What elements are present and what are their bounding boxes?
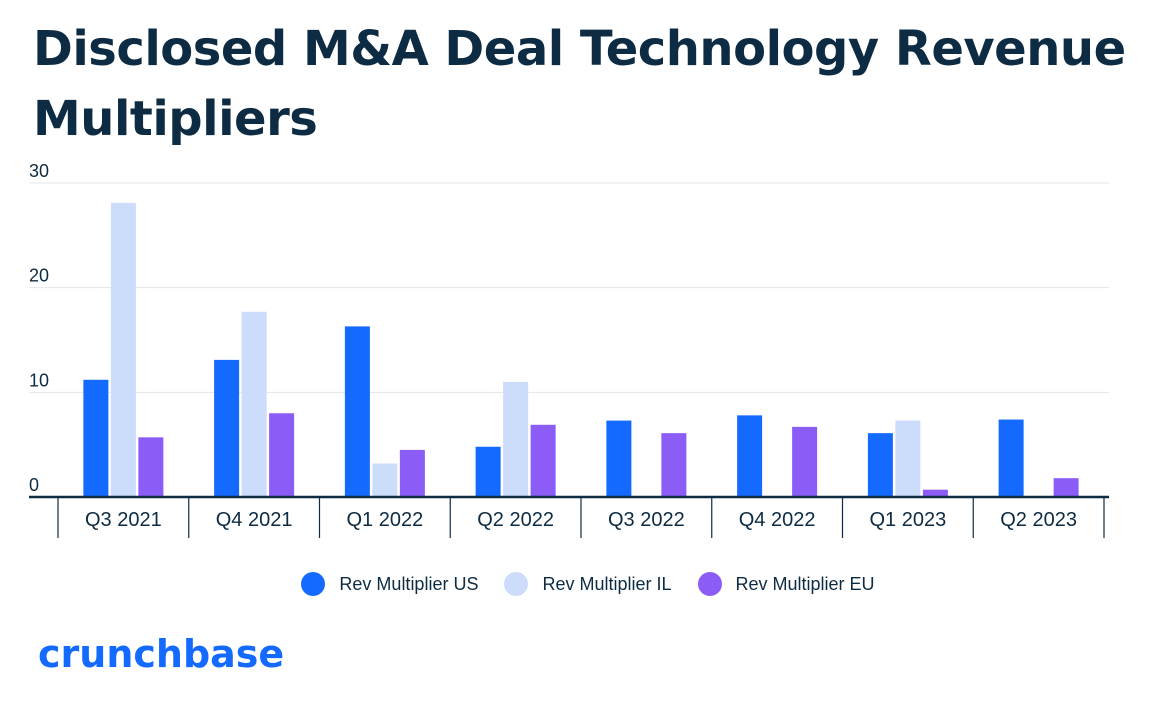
bar[interactable] xyxy=(214,359,240,497)
bar[interactable] xyxy=(895,420,921,497)
legend-item-eu[interactable]: Rev Multiplier EU xyxy=(697,572,875,596)
x-tick-label: Q2 2023 xyxy=(1000,509,1077,531)
legend-label-us: Rev Multiplier US xyxy=(339,573,479,594)
x-axis-ticks: Q3 2021 Q4 2021 Q1 2022 Q2 2022 Q3 2022 Q4 20… xyxy=(57,497,1105,538)
y-axis-ticks: 0 10 20 30 xyxy=(29,161,49,495)
bar[interactable] xyxy=(867,433,893,497)
bar[interactable] xyxy=(241,311,267,497)
bar[interactable] xyxy=(661,433,687,497)
bar[interactable] xyxy=(998,419,1024,497)
legend-label-eu: Rev Multiplier EU xyxy=(735,573,875,594)
y-tick-label: 30 xyxy=(29,161,49,181)
legend-label-il: Rev Multiplier IL xyxy=(542,573,672,594)
y-tick-label: 0 xyxy=(29,475,39,495)
x-tick-label: Q1 2023 xyxy=(870,509,947,531)
bar[interactable] xyxy=(1053,478,1079,497)
bars xyxy=(83,202,1079,498)
bar[interactable] xyxy=(399,449,425,497)
x-tick-label: Q3 2021 xyxy=(85,509,162,531)
bar[interactable] xyxy=(344,326,370,497)
x-tick-label: Q1 2022 xyxy=(347,509,424,531)
y-tick-label: 10 xyxy=(29,370,49,390)
bar[interactable] xyxy=(606,420,632,497)
bar[interactable] xyxy=(475,446,501,497)
bar[interactable] xyxy=(503,381,529,497)
bar[interactable] xyxy=(110,202,136,498)
bar[interactable] xyxy=(792,426,818,497)
bar[interactable] xyxy=(372,463,398,497)
x-tick-label: Q3 2022 xyxy=(608,509,685,531)
bar[interactable] xyxy=(138,437,164,497)
x-tick-label: Q4 2021 xyxy=(216,509,293,531)
legend-item-il[interactable]: Rev Multiplier IL xyxy=(504,572,672,596)
legend-swatch-eu xyxy=(697,572,722,596)
bar[interactable] xyxy=(737,415,763,497)
legend: Rev Multiplier US Rev Multiplier IL Rev … xyxy=(0,572,1176,596)
bar[interactable] xyxy=(922,489,948,497)
x-tick-label: Q2 2022 xyxy=(477,509,554,531)
y-tick-label: 20 xyxy=(29,266,49,286)
grid-lines xyxy=(29,182,1109,393)
chart-title: Disclosed M&A Deal Technology Revenue Mu… xyxy=(33,21,1126,147)
bar[interactable] xyxy=(530,424,556,497)
bar[interactable] xyxy=(83,379,109,497)
x-tick-label: Q4 2022 xyxy=(739,509,816,531)
legend-swatch-us xyxy=(301,572,326,596)
legend-item-us[interactable]: Rev Multiplier US xyxy=(301,572,478,596)
bar[interactable] xyxy=(269,413,295,497)
crunchbase-logo: crunchbase xyxy=(38,632,285,676)
legend-swatch-il xyxy=(504,572,529,596)
